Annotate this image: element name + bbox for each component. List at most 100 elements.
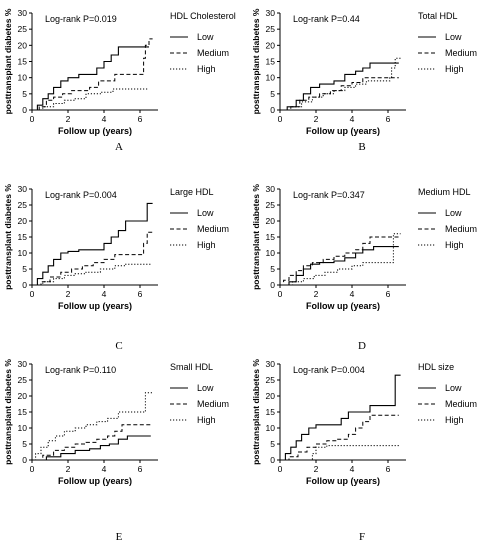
y-tick-label: 0 (22, 105, 27, 115)
y-tick-label: 10 (18, 248, 28, 258)
x-tick-label: 6 (386, 114, 391, 124)
x-axis-label: Follow up (years) (58, 476, 132, 486)
y-tick-label: 30 (266, 359, 276, 369)
x-tick-label: 2 (314, 289, 319, 299)
legend-label-low: Low (197, 383, 214, 393)
x-tick-label: 6 (386, 464, 391, 474)
logrank-annotation: Log-rank P=0.004 (45, 190, 117, 200)
y-tick-label: 10 (266, 423, 276, 433)
y-tick-label: 20 (266, 40, 276, 50)
panel-label: D (358, 340, 366, 352)
x-tick-label: 6 (138, 289, 143, 299)
x-tick-label: 2 (66, 289, 71, 299)
panel-label: A (115, 141, 123, 153)
y-tick-label: 0 (270, 105, 275, 115)
series-line-high (280, 445, 399, 461)
y-axis-label: posttransplant diabetes % (251, 359, 261, 465)
y-tick-label: 20 (18, 40, 28, 50)
legend-label-medium: Medium (445, 224, 477, 234)
y-tick-label: 10 (18, 73, 28, 83)
y-tick-label: 15 (266, 57, 276, 67)
legend-label-high: High (445, 415, 464, 425)
panel-label: F (359, 531, 365, 543)
y-tick-label: 30 (18, 359, 28, 369)
y-axis-label: posttransplant diabetes % (251, 184, 261, 290)
y-tick-label: 0 (22, 280, 27, 290)
logrank-annotation: Log-rank P=0.110 (45, 365, 116, 375)
series-line-low (32, 435, 151, 461)
y-tick-label: 25 (266, 375, 276, 385)
series-line-medium (32, 231, 153, 286)
x-axis-label: Follow up (years) (306, 476, 380, 486)
series-line-low (280, 246, 399, 286)
legend-title: Large HDL (170, 187, 214, 197)
x-tick-label: 0 (30, 289, 35, 299)
y-tick-label: 0 (270, 280, 275, 290)
series-line-high (280, 233, 401, 286)
y-tick-label: 20 (18, 216, 28, 226)
legend-label-low: Low (197, 208, 214, 218)
legend-label-high: High (197, 64, 216, 74)
legend-title: Small HDL (170, 362, 213, 372)
legend-title: HDL size (418, 362, 454, 372)
x-tick-label: 0 (30, 114, 35, 124)
y-tick-label: 15 (18, 232, 28, 242)
x-tick-label: 4 (102, 464, 107, 474)
x-tick-label: 0 (30, 464, 35, 474)
series-line-low (280, 62, 399, 111)
logrank-annotation: Log-rank P=0.019 (45, 14, 117, 24)
series-line-medium (32, 38, 153, 111)
legend-label-high: High (197, 240, 216, 250)
x-tick-label: 6 (386, 289, 391, 299)
legend-label-low: Low (197, 32, 214, 42)
x-tick-label: 0 (278, 464, 283, 474)
legend-label-low: Low (445, 383, 462, 393)
y-tick-label: 5 (22, 439, 27, 449)
legend-title: Total HDL (418, 11, 458, 21)
panel-label: E (116, 531, 123, 543)
y-axis-label: posttransplant diabetes % (251, 8, 261, 114)
legend-title: Medium HDL (418, 187, 471, 197)
x-tick-label: 4 (102, 289, 107, 299)
x-tick-label: 6 (138, 464, 143, 474)
legend-label-low: Low (445, 32, 462, 42)
y-tick-label: 10 (266, 73, 276, 83)
legend-title: HDL Cholesterol (170, 11, 236, 21)
y-axis-label: posttransplant diabetes % (3, 184, 13, 290)
y-tick-label: 5 (270, 439, 275, 449)
y-tick-label: 15 (18, 57, 28, 67)
y-tick-label: 15 (18, 407, 28, 417)
series-line-high (32, 263, 151, 286)
series-line-low (280, 374, 401, 461)
chart-panel-a: 0 5 10 15 20 25 30 0 2 4 6 Follow up (years) posttra… (3, 8, 236, 153)
y-tick-label: 15 (266, 407, 276, 417)
series-line-medium (280, 414, 399, 461)
chart-panel-c: 0 5 10 15 20 25 30 0 2 4 6 Follow up (years) posttra… (3, 184, 229, 352)
chart-panel-b: 0 5 10 15 20 25 30 0 2 4 6 Follow up (years) posttra… (251, 8, 477, 153)
legend-label-medium: Medium (197, 224, 229, 234)
y-tick-label: 20 (266, 216, 276, 226)
legend-label-high: High (445, 240, 464, 250)
series-line-low (32, 46, 149, 111)
logrank-annotation: Log-rank P=0.44 (293, 14, 360, 24)
x-tick-label: 4 (350, 464, 355, 474)
series-line-high (32, 88, 149, 111)
legend-label-medium: Medium (197, 399, 229, 409)
chart-panel-d: 0 5 10 15 20 25 30 0 2 4 6 Follow up (years) posttra… (251, 184, 477, 352)
x-tick-label: 6 (138, 114, 143, 124)
legend-label-low: Low (445, 208, 462, 218)
y-tick-label: 25 (18, 200, 28, 210)
x-tick-label: 2 (314, 464, 319, 474)
chart-panel-e: 0 5 10 15 20 25 30 0 2 4 6 Follow up (years) posttra… (3, 359, 229, 543)
x-tick-label: 4 (350, 289, 355, 299)
x-axis-label: Follow up (years) (58, 301, 132, 311)
y-tick-label: 10 (18, 423, 28, 433)
y-tick-label: 25 (18, 375, 28, 385)
series-line-high (32, 392, 153, 461)
legend-label-medium: Medium (445, 48, 477, 58)
y-tick-label: 20 (266, 391, 276, 401)
legend-label-high: High (197, 415, 216, 425)
y-tick-label: 5 (22, 89, 27, 99)
y-axis-label: posttransplant diabetes % (3, 8, 13, 114)
